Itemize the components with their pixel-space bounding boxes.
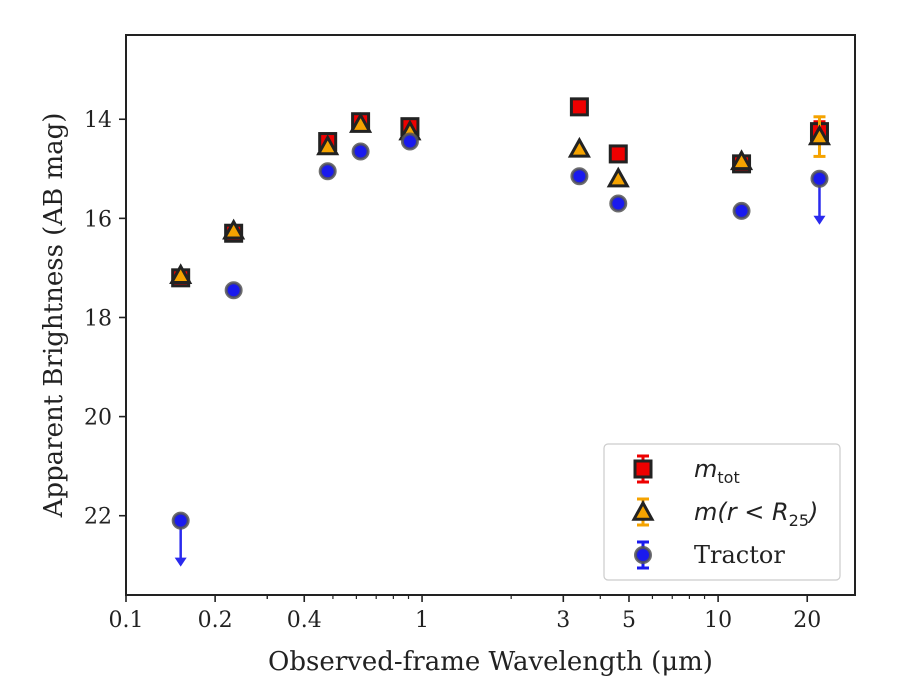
legend-label: m(r < R25) xyxy=(694,498,818,530)
legend-label-main: m(r < R xyxy=(694,498,789,526)
data-point-circle xyxy=(318,162,337,181)
y-tick-label: 14 xyxy=(84,108,112,133)
data-point-circle xyxy=(810,169,829,188)
legend-entry: m(r < R25) xyxy=(631,497,818,530)
legend-label-subscript: tot xyxy=(717,468,739,487)
data-point-triangle xyxy=(729,149,754,171)
series-circle xyxy=(171,132,829,567)
y-axis-label: Apparent Brightness (AB mag) xyxy=(39,113,69,519)
tick-layer: 0.1 0.2 0.4 1 3 5 10 20 14 16 18 20 22 xyxy=(84,108,821,633)
data-layer xyxy=(169,97,832,567)
legend-marker-square xyxy=(633,459,653,479)
x-tick-label: 0.1 xyxy=(109,608,144,633)
plot-frame xyxy=(125,34,856,596)
data-point-triangle xyxy=(316,134,340,156)
data-point-triangle xyxy=(222,218,246,240)
data-point-circle xyxy=(400,132,419,151)
legend-marker-triangle xyxy=(631,499,655,521)
legend-label-main: m xyxy=(694,455,717,483)
legend-label-subscript: 25 xyxy=(789,511,809,530)
x-tick-label: 10 xyxy=(704,608,732,633)
legend-label: Tractor xyxy=(694,541,785,569)
legend-label: mtot xyxy=(694,455,740,487)
data-point-circle xyxy=(351,142,370,161)
upper-limit-arrowhead xyxy=(813,215,826,225)
x-tick-label: 3 xyxy=(556,608,570,633)
y-tick-label: 16 xyxy=(84,207,112,232)
data-point-circle xyxy=(732,201,751,220)
data-point-circle xyxy=(570,167,589,186)
x-tick-label: 0.4 xyxy=(287,608,322,633)
x-tick-label: 0.2 xyxy=(198,608,233,633)
x-tick-label: 20 xyxy=(793,608,821,633)
y-tick-label: 18 xyxy=(84,306,112,331)
legend-entry: Tractor xyxy=(634,540,785,570)
data-point-triangle xyxy=(567,136,591,158)
legend: mtot m(r < R25) Tractor xyxy=(603,443,841,581)
data-point-square xyxy=(569,97,589,117)
y-tick-label: 22 xyxy=(84,505,112,530)
data-point-triangle xyxy=(349,112,373,133)
legend-label-end: ) xyxy=(807,498,818,526)
x-tick-label: 1 xyxy=(415,608,429,633)
data-point-circle xyxy=(224,281,243,300)
data-point-square xyxy=(608,144,628,164)
legend-entry: mtot xyxy=(633,454,740,487)
data-point-triangle xyxy=(606,166,630,188)
legend-marker-circle xyxy=(634,546,652,564)
upper-limit-arrowhead xyxy=(174,557,187,567)
data-point-triangle xyxy=(807,124,832,146)
y-tick-label: 20 xyxy=(84,406,112,431)
legend-box xyxy=(603,443,841,581)
data-point-circle xyxy=(609,194,628,213)
data-point-triangle xyxy=(169,263,193,285)
data-point-circle xyxy=(171,511,190,530)
x-axis-label: Observed-frame Wavelength (μm) xyxy=(268,647,713,677)
x-tick-label: 5 xyxy=(622,608,636,633)
